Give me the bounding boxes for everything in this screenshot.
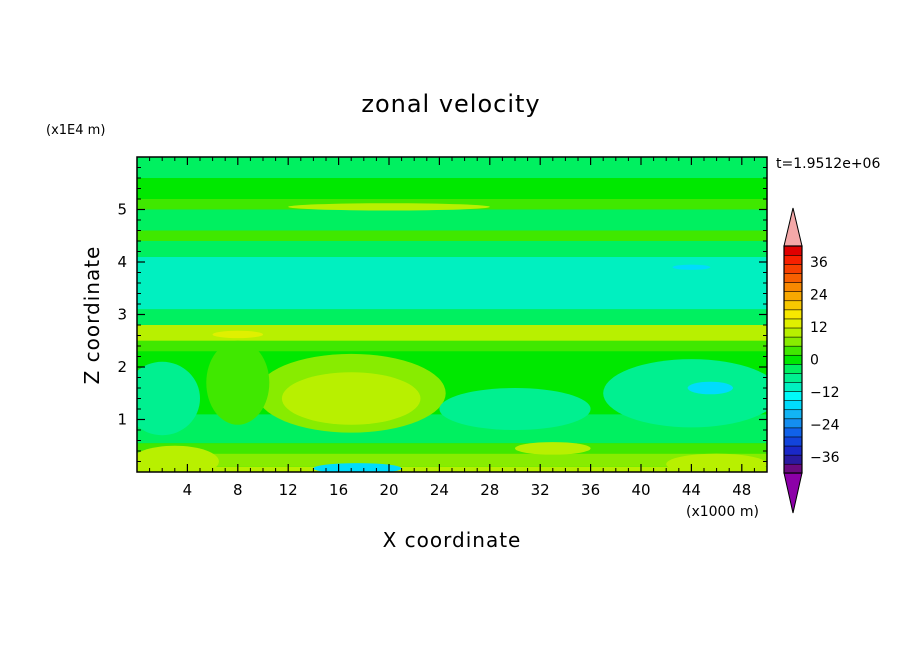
- contour-feature-3: [603, 359, 767, 428]
- colorbar-swatch-16: [783, 318, 803, 329]
- contour-band-13: [137, 178, 767, 199]
- colorbar-swatch-8: [783, 390, 803, 401]
- colorbar-swatch-20: [783, 282, 803, 293]
- colorbar-swatch-11: [783, 363, 803, 374]
- contour-feature-4: [687, 381, 733, 395]
- contour-band-14: [137, 157, 767, 178]
- colorbar-over-triangle: [783, 207, 803, 247]
- contour-feature-8: [137, 445, 219, 472]
- y-axis: 1 2 3 4 5: [117, 167, 767, 462]
- x-tick-label-6: 28: [480, 481, 499, 499]
- x-axis-label: X coordinate: [383, 528, 522, 552]
- x-tick-label-7: 32: [531, 481, 550, 499]
- x-tick-label-1: 8: [233, 481, 243, 499]
- time-label: t=1.9512e+06: [776, 156, 880, 172]
- y-tick-label-4: 5: [117, 201, 127, 219]
- y-tick-label-0: 1: [117, 411, 127, 429]
- colorbar-label-2: 12: [810, 320, 828, 336]
- contour-field: [137, 157, 767, 472]
- contour-feature-5: [439, 388, 591, 430]
- contour-feature-2: [137, 361, 200, 436]
- colorbar-swatch-24: [783, 245, 803, 256]
- colorbar-label-3: 0: [810, 353, 819, 369]
- contour-band-6: [137, 325, 767, 341]
- colorbar-swatch-5: [783, 418, 803, 429]
- colorbar-swatch-13: [783, 345, 803, 356]
- contour-band-8: [137, 256, 767, 310]
- colorbar-label-0: 36: [810, 255, 828, 271]
- x-tick-label-5: 24: [430, 481, 449, 499]
- colorbar: 36 24 12 0 −12 −24 −36: [783, 207, 840, 514]
- colorbar-label-6: −36: [810, 450, 840, 466]
- colorbar-swatch-1: [783, 454, 803, 465]
- colorbar-swatch-2: [783, 445, 803, 456]
- contour-band-10: [137, 230, 767, 241]
- y-tick-label-2: 3: [117, 306, 127, 324]
- colorbar-swatch-17: [783, 309, 803, 320]
- colorbar-label-4: −12: [810, 385, 840, 401]
- colorbar-swatch-7: [783, 400, 803, 411]
- contour-band-2: [137, 443, 767, 454]
- x-tick-label-11: 48: [732, 481, 751, 499]
- colorbar-swatch-22: [783, 263, 803, 274]
- colorbar-swatch-19: [783, 291, 803, 302]
- contour-feature-12: [672, 264, 711, 270]
- x-tick-label-9: 40: [631, 481, 650, 499]
- contour-band-7: [137, 309, 767, 325]
- colorbar-swatch-23: [783, 254, 803, 265]
- colorbar-swatch-18: [783, 300, 803, 311]
- contour-feature-6: [206, 340, 270, 425]
- contour-feature-10: [515, 442, 591, 455]
- x-tick-label-3: 16: [329, 481, 348, 499]
- x-axis: 4 8 12 16 20 24 28 32 36 40 44 48: [149, 157, 755, 499]
- contour-feature-1: [281, 372, 421, 425]
- colorbar-swatch-9: [783, 381, 803, 392]
- contour-band-9: [137, 241, 767, 257]
- x-tick-label-10: 44: [682, 481, 701, 499]
- colorbar-swatch-15: [783, 327, 803, 338]
- chart-title: zonal velocity: [361, 90, 540, 118]
- x-tick-label-8: 36: [581, 481, 600, 499]
- contour-band-5: [137, 340, 767, 352]
- colorbar-label-5: −24: [810, 417, 840, 433]
- x-tick-label-4: 20: [379, 481, 398, 499]
- contour-feature-7: [313, 463, 402, 472]
- y-tick-label-3: 4: [117, 253, 127, 271]
- contour-feature-13: [288, 203, 490, 211]
- x-tick-label-0: 4: [183, 481, 193, 499]
- colorbar-under-triangle: [783, 472, 803, 514]
- contour-band-1: [137, 453, 767, 467]
- contour-feature-11: [212, 330, 263, 339]
- colorbar-swatch-14: [783, 336, 803, 347]
- y-unit-label: (x1E4 m): [46, 123, 105, 138]
- x-unit-label: (x1000 m): [686, 504, 759, 520]
- contour-band-11: [137, 209, 767, 231]
- colorbar-swatch-6: [783, 409, 803, 420]
- colorbar-label-1: 24: [810, 288, 828, 304]
- colorbar-frame: [783, 245, 803, 474]
- x-tick-label-2: 12: [279, 481, 298, 499]
- colorbar-swatch-21: [783, 272, 803, 283]
- y-axis-label: Z coordinate: [80, 246, 104, 385]
- colorbar-swatch-3: [783, 436, 803, 447]
- colorbar-swatch-4: [783, 427, 803, 438]
- y-tick-label-1: 2: [117, 358, 127, 376]
- colorbar-swatch-0: [783, 463, 803, 474]
- colorbar-swatch-12: [783, 354, 803, 365]
- colorbar-swatch-10: [783, 372, 803, 383]
